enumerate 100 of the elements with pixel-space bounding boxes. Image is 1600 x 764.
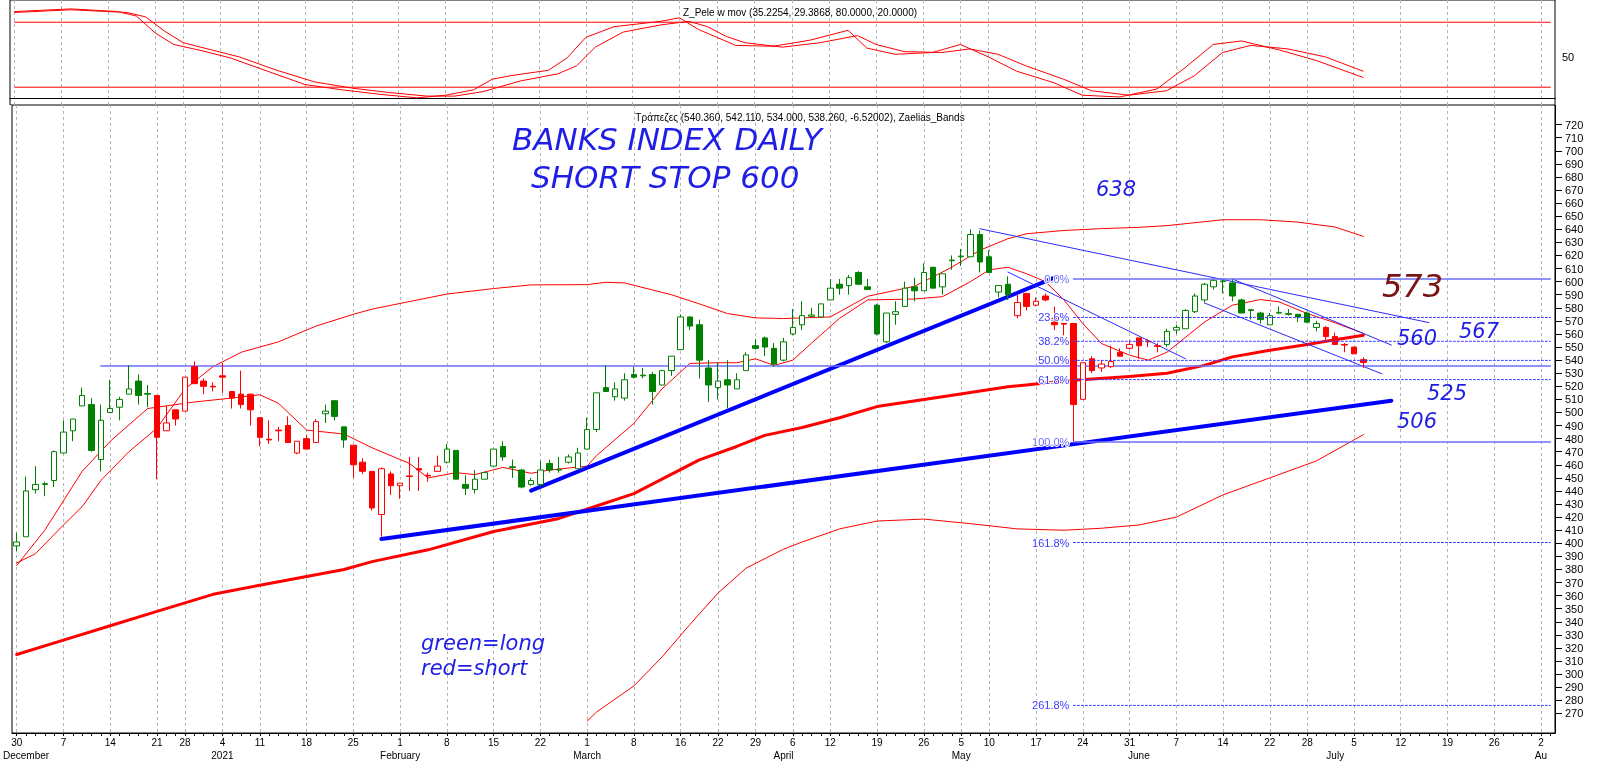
y-tick-label: 320 xyxy=(1565,641,1584,654)
y-tick-label: 720 xyxy=(1565,118,1584,131)
x-tick-label: 14 xyxy=(1217,737,1230,748)
series-label: 38.2% xyxy=(1038,335,1070,348)
y-tick-label: 560 xyxy=(1565,327,1584,340)
annotation: green=long xyxy=(421,630,546,655)
y-tick-label: 700 xyxy=(1565,144,1584,157)
series-label: 50.0% xyxy=(1038,354,1070,367)
x-tick-label: 22 xyxy=(1264,737,1276,748)
x-tick-label: 7 xyxy=(1173,737,1180,748)
y-tick-label: 570 xyxy=(1565,314,1584,327)
y-tick-label: 520 xyxy=(1565,380,1584,393)
x-tick-label: 28 xyxy=(1301,737,1314,748)
series-label: 161.8% xyxy=(1032,536,1070,549)
y-tick-label: 360 xyxy=(1565,589,1584,602)
y-tick-label: 640 xyxy=(1565,223,1584,236)
y-tick-label: 590 xyxy=(1565,288,1584,301)
x-tick-label: 22 xyxy=(712,737,725,748)
x-tick-label: 25 xyxy=(347,737,360,748)
y-tick-label: 300 xyxy=(1565,668,1584,681)
x-tick-label: 5 xyxy=(1351,737,1358,748)
x-tick-label: 2 Au xyxy=(1534,737,1548,761)
annotation: 567 xyxy=(1459,318,1500,343)
y-tick-label: 630 xyxy=(1565,236,1584,249)
y-tick-label: 670 xyxy=(1565,184,1584,197)
annotation: 525 xyxy=(1427,380,1468,405)
annotation: 506 xyxy=(1397,408,1438,433)
series-label: 100.0% xyxy=(1032,435,1070,448)
x-tick-label: 26 xyxy=(918,737,930,748)
y-tick-label: 450 xyxy=(1565,471,1584,484)
x-tick-label: 12 xyxy=(1395,737,1407,748)
y-tick-label: 710 xyxy=(1565,131,1584,144)
x-tick-label: 28 xyxy=(179,737,192,748)
y-tick-label: 530 xyxy=(1565,367,1584,380)
x-tick-label: 12 xyxy=(824,737,837,748)
y-tick-label: 600 xyxy=(1565,275,1584,288)
annotation: SHORT STOP 600 xyxy=(531,158,800,195)
x-tick-label: 22 xyxy=(534,737,547,748)
annotation: 638 xyxy=(1096,176,1137,201)
x-tick-label: 19 xyxy=(1441,737,1454,748)
x-tick-label: 8 xyxy=(631,737,638,748)
y-tick-label: 540 xyxy=(1565,354,1584,367)
y-tick-label: 460 xyxy=(1565,458,1584,471)
x-tick-label: July xyxy=(1326,750,1345,761)
x-tick-label: 31 xyxy=(1123,737,1136,748)
x-tick-label: 14 xyxy=(104,737,117,748)
y-tick-label: 420 xyxy=(1565,511,1584,524)
x-tick-label: June xyxy=(1128,750,1151,761)
y-tick-label: 370 xyxy=(1565,576,1584,589)
x-tick-label: 11 xyxy=(254,737,266,748)
x-tick-label: 10 xyxy=(983,737,996,748)
x-tick-label: 16 xyxy=(675,737,687,748)
x-tick-label: 24 xyxy=(1077,737,1089,748)
x-tick-label: 6 xyxy=(790,737,797,748)
annotation: 573 xyxy=(1382,267,1444,305)
x-tick-label: 21 xyxy=(151,737,163,748)
y-tick-label: 660 xyxy=(1565,197,1584,210)
y-tick-label: 350 xyxy=(1565,602,1584,615)
y-tick-label: 400 xyxy=(1565,537,1584,550)
x-tick-label: 15 xyxy=(488,737,500,748)
y-tick-label: 550 xyxy=(1565,341,1584,354)
y-tick-label: 280 xyxy=(1565,694,1584,707)
annotation: red=short xyxy=(421,655,529,680)
x-tick-label: 7 xyxy=(60,737,67,748)
y-tick-label: 380 xyxy=(1565,563,1584,576)
x-tick-label: 8 xyxy=(444,737,451,748)
y-tick-label: 510 xyxy=(1565,393,1584,406)
x-tick-label: 18 xyxy=(301,737,313,748)
chart-title: Z_Pele w mov (35.2254, 29.3868, 80.0000, 20.0000) xyxy=(682,6,918,18)
series-label: 261.8% xyxy=(1032,699,1070,712)
y-tick-label: 620 xyxy=(1565,249,1584,262)
y-tick-label: 440 xyxy=(1565,484,1584,497)
x-tick-label: April xyxy=(773,750,794,761)
x-tick-label: 19 xyxy=(871,737,884,748)
x-tick-label: 30 xyxy=(11,737,23,748)
y-tick-label: 290 xyxy=(1565,681,1584,694)
y-tick-label: 610 xyxy=(1565,262,1584,275)
text: 50 xyxy=(1562,50,1575,63)
x-tick-label: 1 March xyxy=(573,737,602,761)
x-tick-label: 1 February xyxy=(380,737,421,761)
x-tick-label: December xyxy=(2,750,50,761)
x-tick-label: 5 May xyxy=(951,737,971,761)
y-tick-label: 680 xyxy=(1565,170,1584,183)
x-tick-label: 4 2021 xyxy=(211,737,234,761)
y-tick-label: 470 xyxy=(1565,445,1584,458)
y-tick-label: 340 xyxy=(1565,615,1584,628)
y-tick-label: 310 xyxy=(1565,655,1584,668)
y-tick-label: 500 xyxy=(1565,406,1584,419)
x-tick-label: 17 xyxy=(1030,737,1042,748)
y-tick-label: 330 xyxy=(1565,628,1584,641)
y-tick-label: 650 xyxy=(1565,210,1584,223)
y-tick-label: 390 xyxy=(1565,550,1584,563)
y-tick-label: 430 xyxy=(1565,498,1584,511)
y-tick-label: 580 xyxy=(1565,301,1584,314)
x-tick-label: 29 xyxy=(749,737,762,748)
y-tick-label: 490 xyxy=(1565,419,1584,432)
y-tick-label: 690 xyxy=(1565,157,1584,170)
x-tick-label: 26 xyxy=(1488,737,1501,748)
y-tick-label: 270 xyxy=(1565,707,1584,720)
annotation: 560 xyxy=(1397,325,1438,350)
